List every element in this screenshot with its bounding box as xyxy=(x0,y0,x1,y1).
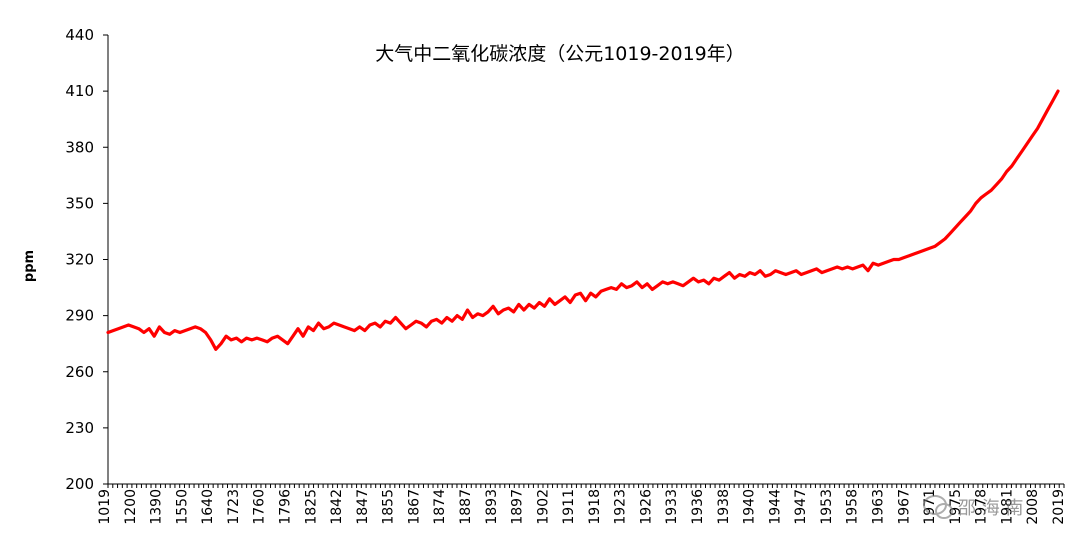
series-group xyxy=(106,89,1060,351)
x-tick-label: 1918 xyxy=(587,489,603,525)
y-tick-label: 350 xyxy=(65,194,94,212)
x-tick-label: 1640 xyxy=(200,489,216,525)
x-tick-label: 1971 xyxy=(922,489,938,525)
x-tick-label: 1967 xyxy=(896,489,912,525)
wechat-logo-icon xyxy=(923,495,953,519)
x-tick-label: 1933 xyxy=(664,489,680,525)
y-axis: 200 230 260 290 320 350 380 410 440 xyxy=(65,26,109,493)
x-tick-label: 1796 xyxy=(277,489,293,525)
y-tick-label: 380 xyxy=(65,138,94,156)
x-tick-label: 1902 xyxy=(535,489,551,525)
x-tick-label: 1958 xyxy=(845,489,861,525)
x-tick-label: 1953 xyxy=(819,489,835,525)
x-tick-label: 1847 xyxy=(355,489,371,525)
y-tick-label: 260 xyxy=(65,363,94,381)
x-tick-label: 1923 xyxy=(613,489,629,525)
x-tick-label: 1938 xyxy=(716,489,732,525)
x-tick-label: 1975 xyxy=(948,489,964,525)
x-axis: 1019 1200 1390 1550 1640 1723 1760 1796 1825 1842… xyxy=(97,483,1067,525)
y-tick-label: 290 xyxy=(65,307,94,325)
chart-title: 大气中二氧化碳浓度（公元1019-2019年） xyxy=(375,43,745,65)
x-tick-label: 1944 xyxy=(767,489,783,525)
y-tick-label: 200 xyxy=(65,475,94,493)
x-tick-label: 1981 xyxy=(999,489,1015,525)
x-tick-label: 1019 xyxy=(97,489,113,525)
x-tick-label: 1897 xyxy=(510,489,526,525)
x-tick-label: 1940 xyxy=(742,489,758,525)
x-tick-label: 1887 xyxy=(458,489,474,525)
x-tick-label: 1390 xyxy=(149,489,165,525)
x-tick-label: 1893 xyxy=(484,489,500,525)
x-tick-label: 1867 xyxy=(406,489,422,525)
x-tick-label: 1936 xyxy=(690,489,706,525)
x-tick-label: 2019 xyxy=(1051,489,1067,525)
y-tick-label: 440 xyxy=(65,26,94,44)
x-tick-label: 1550 xyxy=(174,489,190,525)
x-tick-label: 1963 xyxy=(871,489,887,525)
x-tick-label: 1855 xyxy=(381,489,397,525)
y-tick-label: 410 xyxy=(65,82,94,100)
x-tick-label: 1978 xyxy=(974,489,990,525)
x-tick-label: 1947 xyxy=(793,489,809,525)
x-tick-label: 1825 xyxy=(303,489,319,525)
x-tick-label: 1723 xyxy=(226,489,242,525)
x-tick-label: 2008 xyxy=(1025,489,1041,525)
co2-series-line xyxy=(106,89,1060,351)
x-tick-label: 1200 xyxy=(123,489,139,525)
watermark: 邵 海 南 xyxy=(923,495,1023,519)
watermark-text: 邵 海 南 xyxy=(958,498,1023,519)
y-tick-label: 230 xyxy=(65,419,94,437)
x-tick-label: 1760 xyxy=(252,489,268,525)
x-tick-label: 1842 xyxy=(329,489,345,525)
y-axis-label: ppm xyxy=(22,250,37,282)
y-tick-label: 320 xyxy=(65,251,94,269)
x-tick-label: 1911 xyxy=(561,489,577,525)
x-tick-label: 1874 xyxy=(432,489,448,525)
x-tick-label: 1926 xyxy=(638,489,654,525)
